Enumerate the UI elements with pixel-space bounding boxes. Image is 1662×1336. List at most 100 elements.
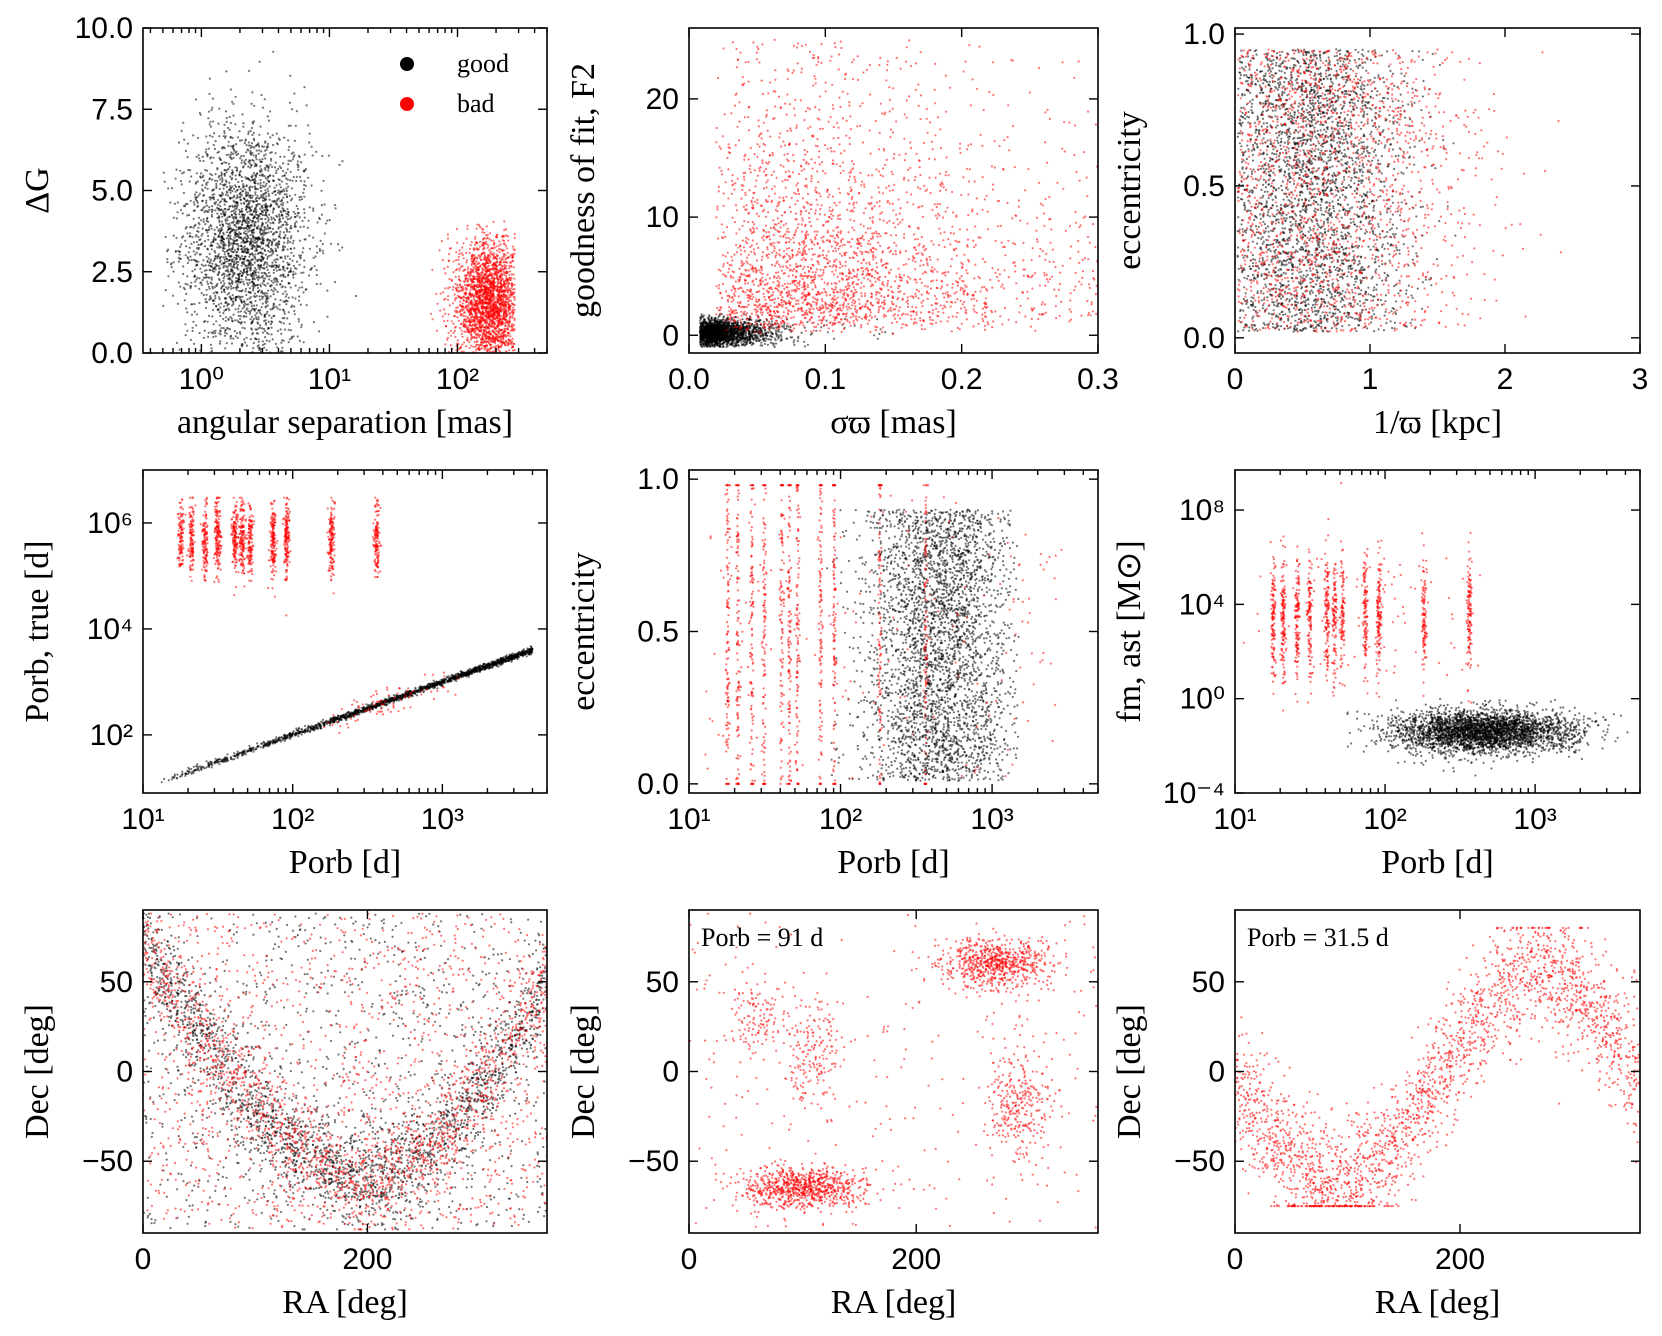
point-bad [492,276,495,280]
point-good [298,295,301,298]
point-bad [501,258,504,261]
point-good [300,323,303,326]
point-good [196,136,200,139]
point-bad [445,325,448,328]
point-good [284,257,287,260]
point-bad [480,299,483,302]
point-good [269,110,272,113]
point-good [235,197,238,200]
point-bad [485,225,488,228]
point-bad [510,282,513,285]
point-good [226,208,229,211]
point-good [273,186,276,189]
point-good [248,196,251,199]
point-good [226,219,229,222]
point-bad [446,237,450,240]
point-good [272,50,275,53]
point-good [232,221,235,224]
point-good [277,240,280,243]
point-bad [501,328,504,332]
point-good [251,333,254,336]
point-good [191,326,194,329]
point-bad [495,305,498,308]
point-good [258,230,262,234]
point-good [265,195,268,198]
point-good [195,278,198,281]
point-good [270,279,273,282]
point-good [167,275,170,278]
point-bad [479,294,482,297]
point-good [295,220,298,223]
point-good [227,241,230,244]
point-good [214,332,217,335]
point-bad [474,235,477,238]
point-bad [491,257,494,260]
point-good [218,201,221,204]
point-good [200,172,203,175]
point-good [264,157,267,160]
point-good [227,162,230,165]
point-good [233,242,237,245]
point-good [244,236,247,239]
points-p1 [162,50,516,353]
point-good [240,202,243,205]
point-good [287,311,290,314]
point-good [313,265,316,268]
point-good [241,326,244,329]
point-bad [478,343,481,347]
point-bad [442,308,446,311]
point-good [261,327,264,330]
point-good [280,203,283,206]
point-good [268,185,271,188]
point-good [193,302,196,306]
point-good [274,280,277,283]
point-good [219,158,222,161]
point-good [223,291,226,294]
point-bad [481,338,484,341]
point-good [238,196,241,199]
y-tick-label: 0.0 [91,337,133,370]
point-good [242,304,246,307]
point-good [284,234,287,237]
point-bad [485,278,488,281]
point-good [226,126,230,130]
point-bad [459,314,462,317]
point-good [270,248,273,251]
point-bad [503,313,506,316]
point-bad [453,329,456,332]
point-good [298,239,302,242]
point-good [282,169,285,173]
point-good [176,211,179,214]
point-good [211,97,215,100]
point-good [262,277,265,280]
point-bad [476,332,479,335]
point-good [261,206,264,209]
point-bad [508,293,511,296]
point-good [209,125,213,128]
point-bad [498,251,501,254]
point-good [319,282,322,285]
point-bad [487,332,490,335]
point-bad [455,287,458,290]
point-good [312,207,315,210]
point-good [273,287,276,290]
point-good [218,279,221,282]
point-bad [495,316,498,319]
point-good [222,233,225,236]
point-good [263,204,266,207]
point-bad [507,338,510,341]
point-good [224,297,227,300]
point-good [275,132,278,135]
point-bad [439,309,442,312]
point-good [217,122,220,125]
point-good [240,241,243,244]
point-good [278,215,281,218]
point-good [266,244,269,247]
point-bad [485,305,488,308]
point-good [206,155,209,158]
point-good [182,121,185,124]
point-bad [473,330,476,333]
point-good [238,272,242,275]
point-bad [455,289,458,292]
point-good [267,327,270,330]
